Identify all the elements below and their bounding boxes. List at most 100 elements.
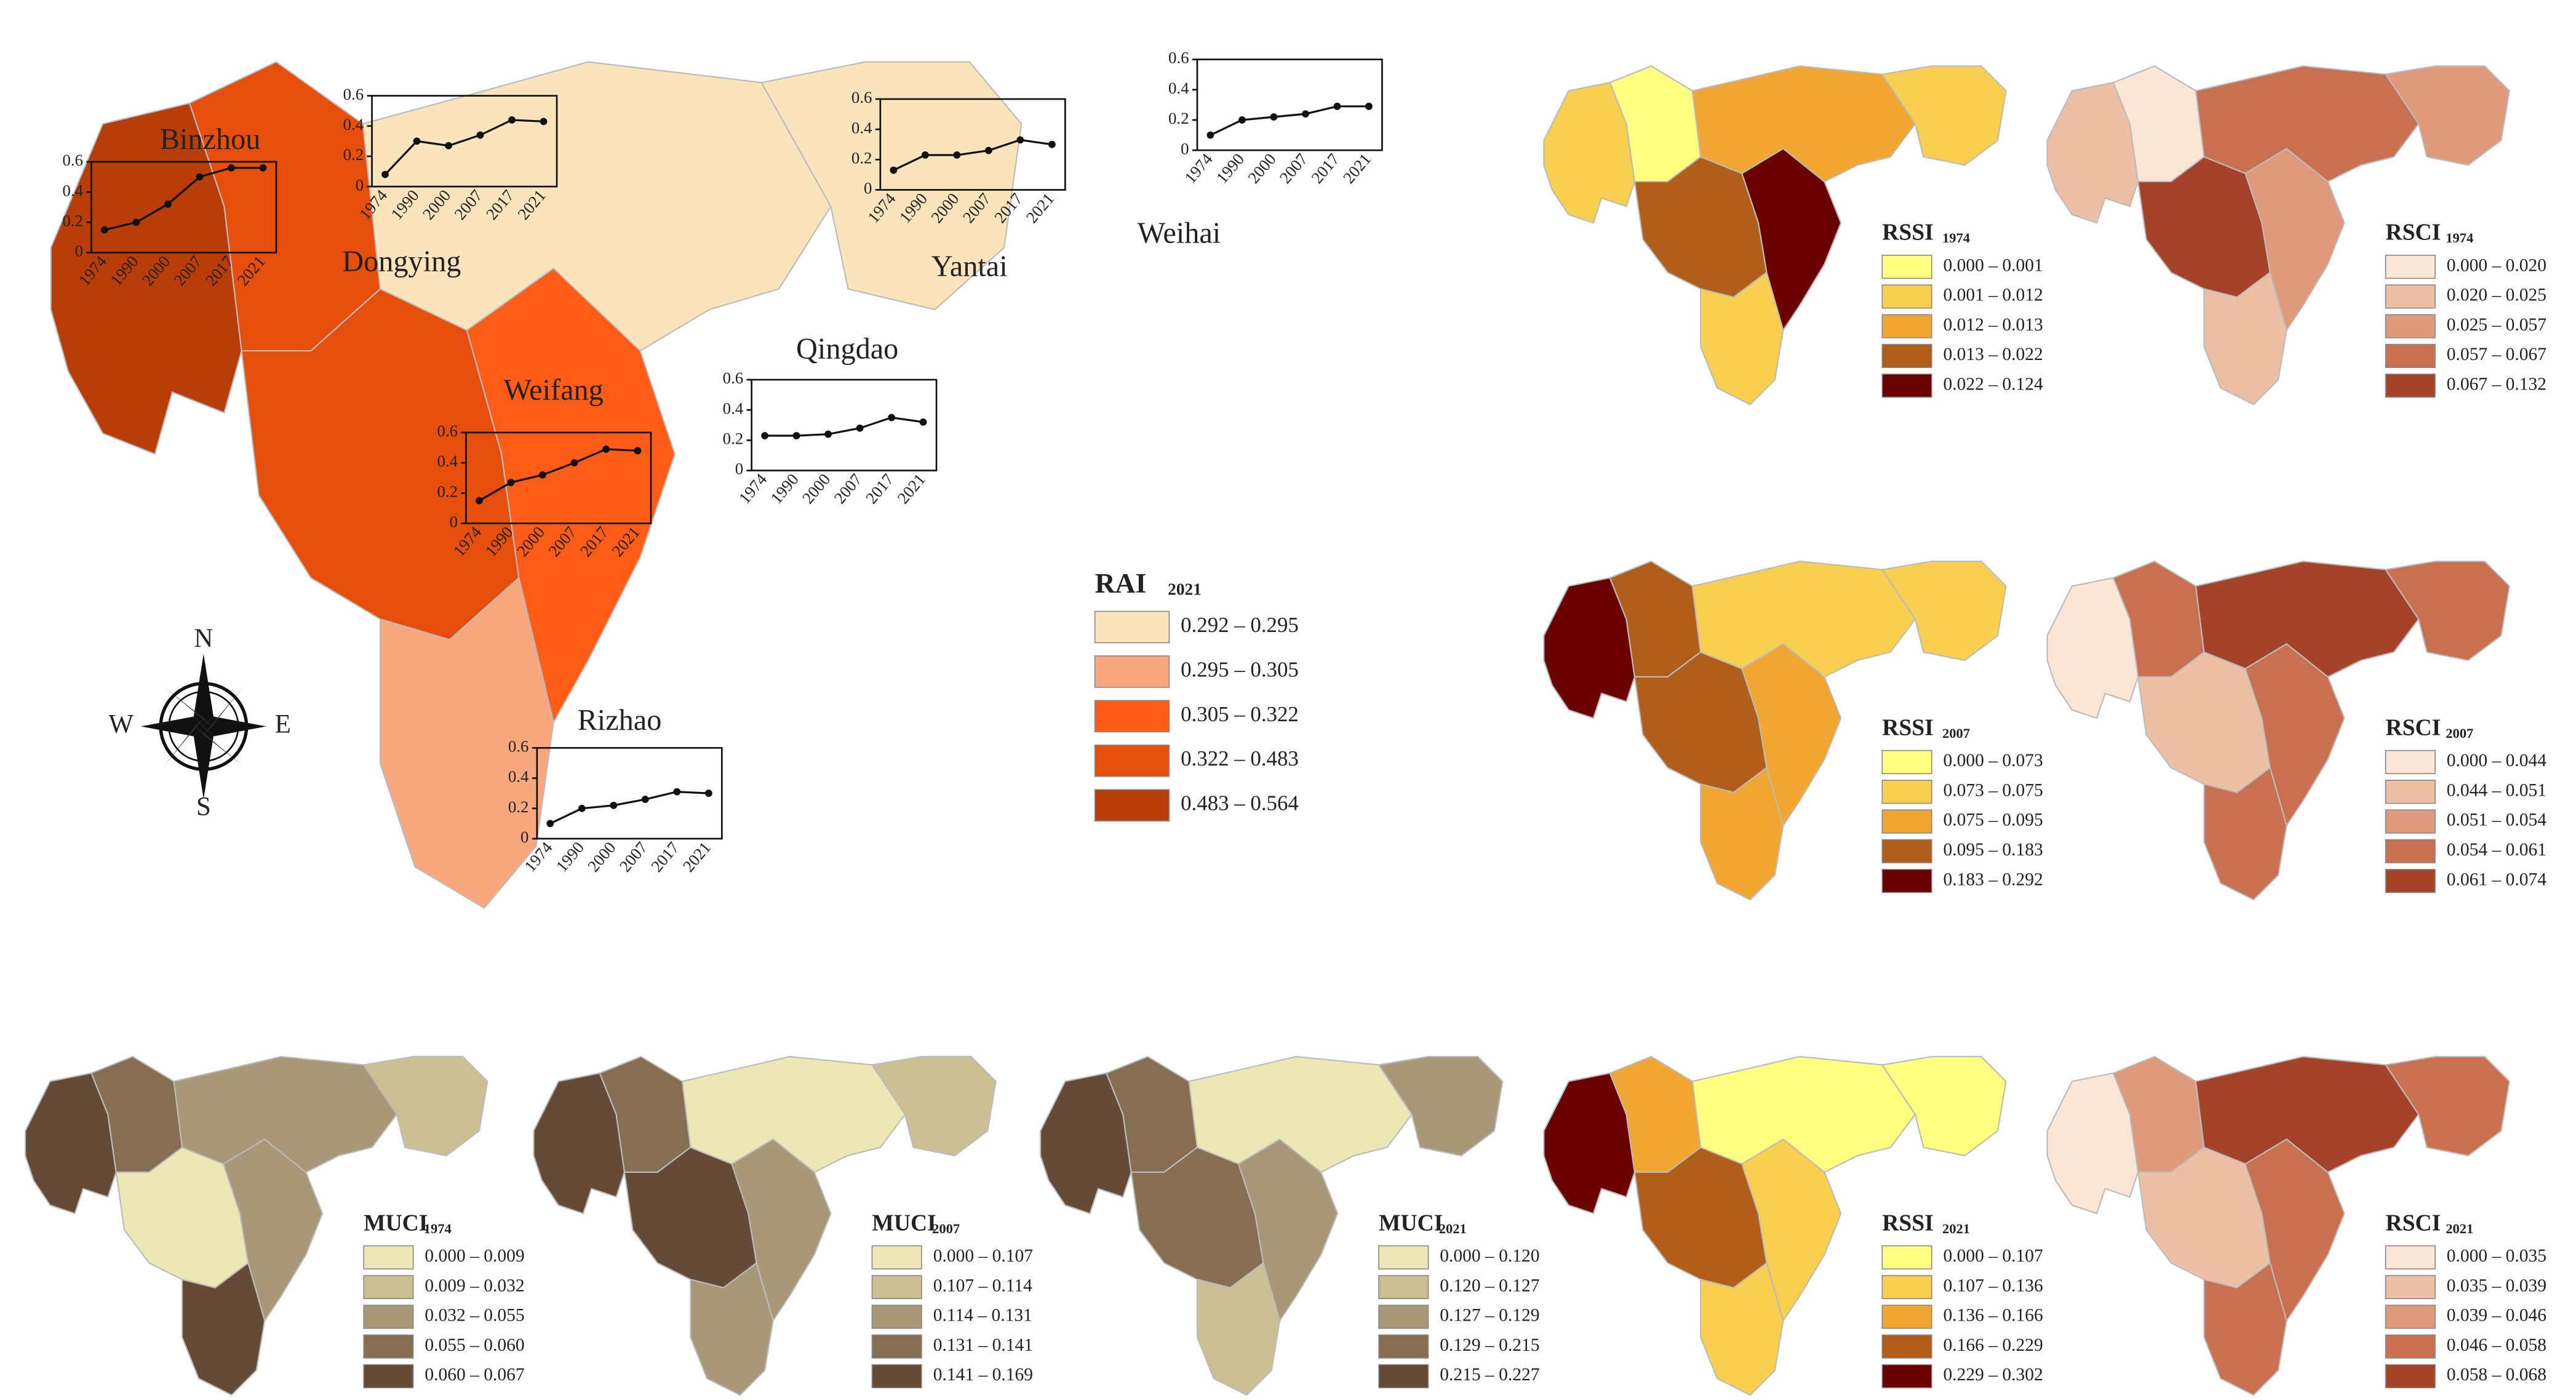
legend-title-sub: 1974 xyxy=(1942,230,1970,246)
trend-point xyxy=(546,820,554,828)
legend-swatch xyxy=(2385,1334,2436,1359)
legend-title-sub: 2007 xyxy=(1942,726,1970,741)
legend-swatch xyxy=(1881,1305,1932,1329)
legend-swatch xyxy=(1094,789,1170,822)
x-tick-label: 2000 xyxy=(1244,150,1279,186)
region xyxy=(1543,1072,1635,1215)
trend-point xyxy=(921,151,929,159)
compass-label: S xyxy=(196,792,211,821)
legend-title-sub: 2021 xyxy=(1168,580,1202,599)
y-tick-label: 0.6 xyxy=(723,369,744,387)
trend-point xyxy=(1270,113,1278,121)
legend-swatch xyxy=(1881,750,1932,774)
legend-title: MUCI xyxy=(1379,1210,1443,1236)
legend-label: 0.000 – 0.107 xyxy=(1944,1246,2043,1266)
trend-point xyxy=(704,790,712,797)
x-tick-label: 2021 xyxy=(893,470,928,507)
legend-label: 0.032 – 0.055 xyxy=(425,1306,524,1326)
legend-label: 0.107 – 0.114 xyxy=(933,1276,1032,1295)
chart-frame xyxy=(536,746,723,840)
trend-point xyxy=(984,146,992,154)
legend-swatch xyxy=(1378,1274,1429,1300)
trend-point xyxy=(570,459,578,466)
legend-label: 0.022 – 0.124 xyxy=(1944,374,2043,394)
map xyxy=(50,61,1023,909)
legend-label: 0.058 – 0.068 xyxy=(2447,1365,2546,1385)
trend-point xyxy=(476,497,483,505)
legend-label: 0.295 – 0.305 xyxy=(1181,657,1299,681)
legend-swatch xyxy=(871,1274,922,1300)
chart-frame xyxy=(90,161,277,254)
legend-swatch xyxy=(1378,1245,1429,1270)
map xyxy=(25,1055,488,1396)
legend-swatch xyxy=(2385,1245,2436,1270)
region-label: Weihai xyxy=(1138,217,1221,250)
trend-point xyxy=(101,226,108,234)
trend-line xyxy=(893,138,1053,172)
region xyxy=(2384,561,2510,662)
legend-label: 0.044 – 0.051 xyxy=(2447,780,2546,800)
x-tick-label: 1990 xyxy=(1213,150,1248,186)
legend-swatch xyxy=(363,1334,414,1359)
legend-swatch xyxy=(871,1305,922,1329)
trend-point xyxy=(856,424,864,432)
legend-label: 0.215 – 0.227 xyxy=(1440,1365,1539,1385)
legend-label: 0.073 – 0.075 xyxy=(1944,780,2043,800)
chart-frame xyxy=(1196,58,1383,151)
trend-line xyxy=(765,416,923,437)
trend-point xyxy=(476,131,484,139)
trend-point xyxy=(259,164,267,172)
legend-label: 0.020 – 0.025 xyxy=(2447,286,2546,305)
region xyxy=(2384,65,2510,166)
trend-point xyxy=(381,170,389,178)
y-tick-label: 0.2 xyxy=(851,148,872,167)
y-tick-label: 0.6 xyxy=(508,737,529,755)
trend-line xyxy=(104,167,263,231)
legend-swatch xyxy=(2385,284,2436,309)
trend-point xyxy=(1016,136,1024,144)
y-tick-label: 0.4 xyxy=(508,767,529,786)
trend-point xyxy=(196,173,204,181)
region xyxy=(1040,1072,1132,1215)
legend-label: 0.120 – 0.127 xyxy=(1440,1276,1539,1295)
legend-swatch xyxy=(1094,610,1170,644)
trend-point xyxy=(890,166,898,174)
compass-point xyxy=(140,716,204,737)
region xyxy=(2203,1262,2287,1396)
compass-point xyxy=(193,654,214,727)
legend-label: 0.114 – 0.131 xyxy=(933,1306,1032,1326)
region xyxy=(2195,561,2420,678)
region xyxy=(1188,1055,1413,1174)
x-tick-label: 2007 xyxy=(830,470,865,507)
trend-point xyxy=(507,479,515,486)
compass: N E S W xyxy=(109,624,291,822)
x-tick-label: 2021 xyxy=(1023,190,1058,226)
trend-line xyxy=(384,119,544,175)
legend-swatch xyxy=(2385,254,2436,279)
trend-point xyxy=(413,137,421,145)
legend-swatch xyxy=(1094,700,1170,733)
legend-swatch xyxy=(1881,809,1932,834)
legend-swatch xyxy=(363,1305,414,1329)
y-tick-label: 0.2 xyxy=(343,145,364,164)
compass-point xyxy=(203,687,244,735)
region xyxy=(1881,65,2007,166)
legend-label: 0.046 – 0.058 xyxy=(2447,1335,2546,1355)
region xyxy=(1691,561,1916,678)
legend-label: 0.075 – 0.095 xyxy=(1944,810,2043,830)
legend-swatch xyxy=(1881,839,1932,863)
trend-point xyxy=(761,432,768,439)
trend-point xyxy=(641,796,649,803)
x-tick-label: 1990 xyxy=(552,838,588,875)
y-tick-label: 0.2 xyxy=(723,430,744,448)
region xyxy=(2203,271,2287,406)
region xyxy=(181,1262,266,1396)
y-tick-label: 0 xyxy=(520,828,528,846)
y-tick-label: 0.4 xyxy=(723,399,744,417)
y-tick-label: 0 xyxy=(864,179,872,198)
compass-point xyxy=(195,726,244,766)
x-tick-label: 2007 xyxy=(1276,150,1311,186)
region xyxy=(2046,577,2139,719)
